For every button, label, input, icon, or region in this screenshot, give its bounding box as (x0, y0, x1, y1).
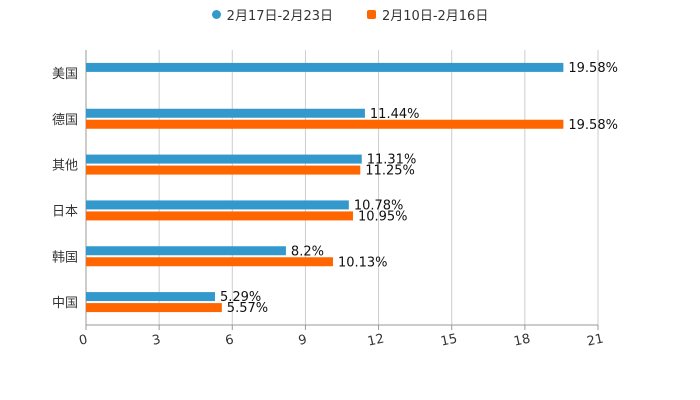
x-tick-label: 9 (297, 332, 308, 348)
data-label: 11.31% (367, 153, 417, 168)
data-label: 19.58% (568, 118, 618, 133)
category-label: 美国 (52, 67, 78, 82)
data-label: 8.2% (291, 244, 324, 259)
x-tick-label: 6 (224, 332, 235, 348)
bar-series-1[interactable] (86, 246, 286, 256)
bar-series-1[interactable] (86, 292, 215, 302)
data-labels: 19.58% 11.44% 19.58% 11.31%11.25% 10.78%10.9… (220, 61, 618, 316)
legend-marker-series-1 (211, 9, 221, 19)
bar-series-2[interactable] (86, 211, 353, 221)
x-tick-label: 3 (151, 332, 162, 348)
x-tick-label: 21 (586, 332, 605, 350)
legend: 2月17日-2月23日 2月10日-2月16日 (0, 4, 700, 24)
bar-series-2[interactable] (86, 303, 222, 313)
category-label: 中国 (52, 296, 78, 311)
data-label: 10.95% (358, 209, 408, 224)
bar-series-1[interactable] (86, 200, 349, 210)
legend-label-series-2: 2月10日-2月16日 (382, 8, 489, 24)
x-tick-label: 15 (439, 332, 458, 350)
bar-series-1[interactable] (86, 108, 365, 118)
bar-series-2[interactable] (86, 119, 564, 129)
category-label: 日本 (52, 204, 78, 219)
legend-marker-series-2 (367, 9, 376, 19)
legend-label-series-1: 2月17日-2月23日 (226, 8, 333, 24)
bar-series-2[interactable] (86, 257, 333, 267)
category-label: 其他 (52, 159, 78, 174)
data-label: 11.25% (365, 164, 415, 179)
data-label: 5.29% (220, 290, 261, 305)
legend-item-series-2[interactable]: 2月10日-2月16日 (367, 4, 488, 24)
bar-series-1[interactable] (86, 62, 564, 72)
data-label: 19.58% (568, 61, 618, 76)
data-label: 11.44% (370, 107, 420, 122)
legend-item-series-1[interactable]: 2月17日-2月23日 (211, 4, 333, 24)
category-label: 德国 (52, 113, 78, 128)
category-label: 韩国 (52, 250, 78, 265)
data-label: 5.57% (227, 301, 268, 316)
bar-series-1[interactable] (86, 154, 362, 164)
x-tick-label: 12 (366, 332, 385, 350)
bar-series-2[interactable] (86, 165, 361, 175)
data-label: 10.78% (354, 198, 404, 213)
bars (86, 62, 564, 313)
data-label: 10.13% (338, 255, 388, 270)
x-tick-label: 0 (78, 332, 89, 348)
x-axis-ticks: 0 3 6 9 12 15 18 21 (78, 325, 605, 350)
grid-lines (85, 50, 599, 326)
x-tick-label: 18 (512, 332, 531, 350)
